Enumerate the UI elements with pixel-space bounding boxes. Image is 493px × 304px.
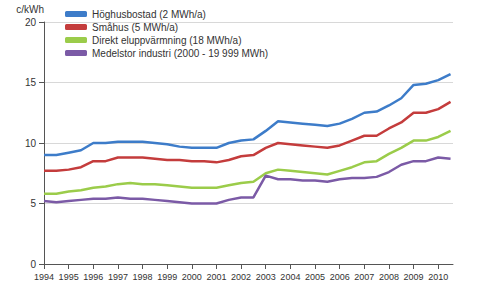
svg-text:2002: 2002 bbox=[231, 272, 251, 282]
svg-text:15: 15 bbox=[25, 77, 37, 88]
svg-text:1994: 1994 bbox=[34, 272, 54, 282]
svg-text:1999: 1999 bbox=[157, 272, 177, 282]
svg-text:2006: 2006 bbox=[330, 272, 350, 282]
svg-text:1998: 1998 bbox=[133, 272, 153, 282]
svg-text:0: 0 bbox=[30, 259, 36, 270]
svg-text:2001: 2001 bbox=[206, 272, 226, 282]
svg-text:1996: 1996 bbox=[83, 272, 103, 282]
svg-text:2009: 2009 bbox=[404, 272, 424, 282]
svg-text:2008: 2008 bbox=[379, 272, 399, 282]
svg-text:1995: 1995 bbox=[59, 272, 79, 282]
svg-text:2005: 2005 bbox=[305, 272, 325, 282]
svg-text:20: 20 bbox=[25, 17, 37, 28]
svg-text:2000: 2000 bbox=[182, 272, 202, 282]
svg-text:Småhus (5 MWh/a): Småhus (5 MWh/a) bbox=[92, 22, 178, 33]
svg-text:2007: 2007 bbox=[354, 272, 374, 282]
svg-text:2003: 2003 bbox=[256, 272, 276, 282]
svg-text:Höghusbostad (2 MWh/a): Höghusbostad (2 MWh/a) bbox=[92, 9, 206, 20]
svg-text:Medelstor industri (2000 - 19: Medelstor industri (2000 - 19 999 MWh) bbox=[92, 48, 268, 59]
svg-text:5: 5 bbox=[30, 198, 36, 209]
svg-text:Direkt eluppvärmning (18 MWh/a: Direkt eluppvärmning (18 MWh/a) bbox=[92, 35, 242, 46]
svg-text:2010: 2010 bbox=[428, 272, 448, 282]
svg-text:1997: 1997 bbox=[108, 272, 128, 282]
svg-text:2004: 2004 bbox=[280, 272, 300, 282]
svg-text:10: 10 bbox=[25, 138, 37, 149]
svg-text:c/kWh: c/kWh bbox=[16, 4, 44, 15]
